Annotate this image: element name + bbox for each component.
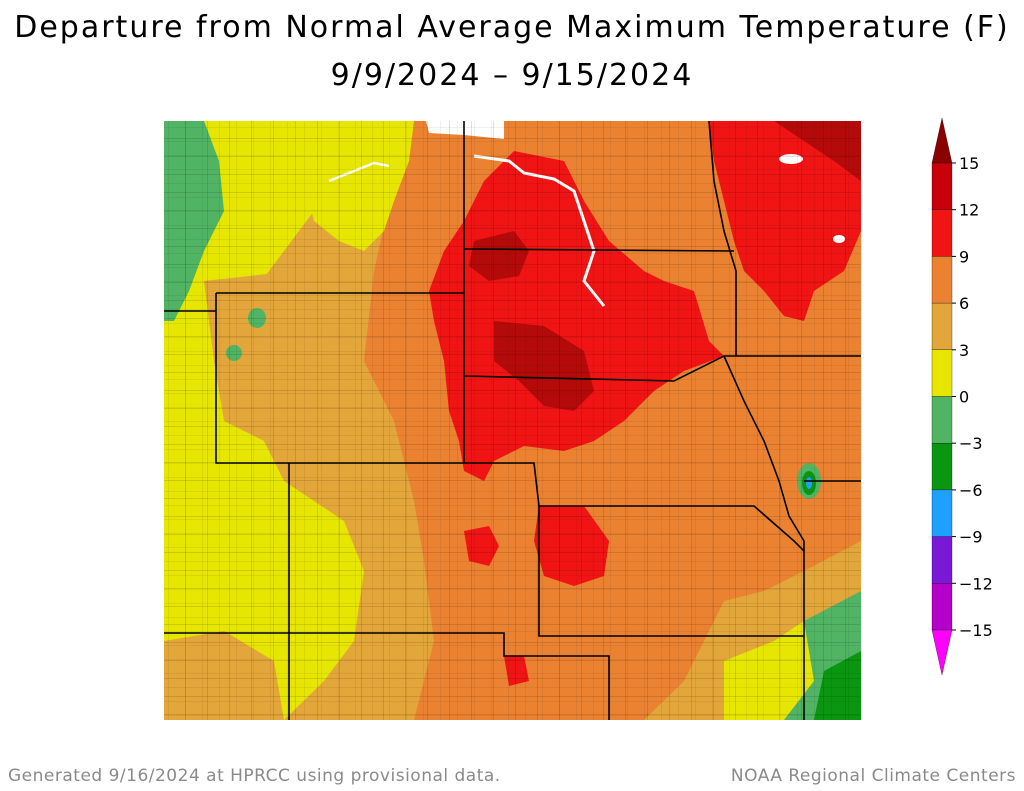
legend-bin — [931, 209, 953, 257]
legend-bins — [931, 117, 953, 676]
county-lines-fine — [164, 121, 861, 720]
legend-bin — [931, 349, 953, 397]
legend-tick-label: −3 — [959, 434, 983, 453]
legend-tick-label: 9 — [959, 247, 969, 266]
legend-tick-label: 0 — [959, 388, 969, 407]
legend-bin — [931, 117, 953, 164]
boundary-line-14 — [289, 632, 610, 720]
color-scale-legend: 15 12 9 6 3 0 −3 −6 −9 −12 −15 — [931, 117, 993, 676]
legend-bin — [931, 583, 953, 631]
boundary-line-6 — [708, 121, 737, 356]
map-date-range: 9/9/2024 – 9/15/2024 — [330, 58, 694, 93]
boundary-line-10 — [464, 462, 805, 552]
legend-bin — [931, 256, 953, 304]
legend-tick-label: −9 — [959, 528, 983, 547]
legend-tick-label: −12 — [959, 574, 993, 593]
legend-bin — [931, 536, 953, 584]
boundary-line-5 — [463, 248, 735, 252]
legend-bin — [931, 396, 953, 444]
legend-bin — [931, 443, 953, 491]
legend-tick-label: −6 — [959, 481, 983, 500]
legend-tick-label: 15 — [959, 154, 979, 173]
legend-tick-label: 3 — [959, 341, 969, 360]
map-title: Departure from Normal Average Maximum Te… — [14, 10, 1010, 45]
boundary-line-7 — [463, 355, 861, 382]
legend-tick-label: −15 — [959, 621, 993, 640]
legend-bin — [931, 629, 953, 676]
source-credit: NOAA Regional Climate Centers — [730, 766, 1016, 786]
generated-note: Generated 9/16/2024 at HPRCC using provi… — [8, 766, 501, 786]
legend-tick-label: 12 — [959, 201, 979, 220]
legend-bin — [931, 162, 953, 210]
legend-bin — [931, 489, 953, 537]
boundary-line-11 — [538, 506, 804, 637]
legend-tick-label: 6 — [959, 294, 969, 313]
boundary-line-12 — [723, 355, 805, 542]
temperature-departure-map — [164, 121, 861, 720]
legend-ticks: 15 12 9 6 3 0 −3 −6 −9 −12 −15 — [952, 154, 993, 640]
state-boundaries — [164, 121, 861, 720]
boundary-line-1 — [215, 293, 464, 464]
legend-bin — [931, 302, 953, 350]
